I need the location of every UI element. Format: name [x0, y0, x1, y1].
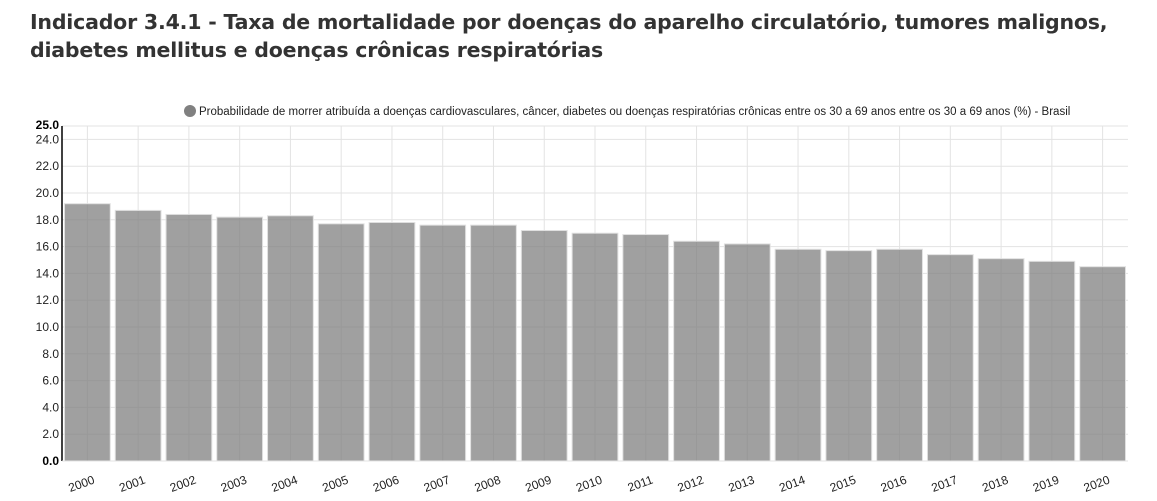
y-tick-label: 24.0	[36, 132, 60, 146]
bar-2001	[114, 209, 162, 462]
bar-2011	[622, 234, 670, 462]
legend-label: Probabilidade de morrer atribuída a doen…	[199, 106, 1070, 118]
y-tick-label: 20.0	[36, 186, 60, 200]
bar-2006	[368, 221, 416, 462]
bar-2020	[1079, 266, 1126, 462]
x-tick-label: 2006	[371, 473, 401, 495]
bar-2000	[64, 203, 111, 462]
y-tick-label: 22.0	[36, 159, 60, 173]
x-tick-label: 2019	[1031, 473, 1061, 495]
bar-2008	[470, 224, 517, 462]
legend[interactable]: Probabilidade de morrer atribuída a doen…	[184, 105, 1070, 118]
y-tick-label: 4.0	[42, 400, 59, 414]
y-tick-label: 6.0	[42, 374, 59, 388]
x-tick-label: 2003	[219, 473, 249, 495]
x-tick-label: 2004	[270, 473, 300, 495]
y-tick-label: 18.0	[36, 213, 60, 227]
bar-2014	[774, 248, 822, 462]
x-tick-label: 2000	[67, 473, 97, 495]
bar-2005	[317, 223, 365, 462]
x-tick-label: 2008	[473, 473, 503, 495]
title-line-2: diabetes mellitus e doenças crônicas res…	[30, 38, 604, 62]
bar-2018	[977, 258, 1025, 462]
bar-2002	[165, 213, 213, 462]
x-tick-label: 2018	[980, 473, 1010, 495]
x-tick-label: 2010	[574, 473, 604, 495]
x-tick-label: 2017	[929, 473, 959, 495]
x-tick-label: 2016	[879, 473, 909, 495]
x-tick-label: 2015	[828, 473, 858, 495]
x-tick-label: 2014	[777, 473, 807, 495]
x-tick-label: 2009	[523, 473, 553, 495]
y-tick-label: 0.0	[42, 454, 59, 468]
bar-2016	[876, 248, 923, 462]
legend-marker	[184, 105, 196, 117]
y-tick-label: 2.0	[42, 427, 59, 441]
bar-2009	[520, 230, 568, 462]
bar-2019	[1028, 260, 1076, 462]
bars	[64, 203, 1126, 462]
y-tick-label: 8.0	[42, 347, 59, 361]
x-tick-label: 2012	[676, 473, 706, 495]
x-tick-label: 2013	[726, 473, 756, 495]
bar-2015	[825, 250, 873, 462]
bar-2004	[267, 215, 314, 462]
x-tick-label: 2005	[320, 473, 350, 495]
x-tick-label: 2002	[168, 473, 198, 495]
x-tick-label: 2007	[422, 473, 452, 495]
chart-title: Indicador 3.4.1 - Taxa de mortalidade po…	[30, 8, 1108, 64]
y-tick-label: 10.0	[36, 320, 60, 334]
bar-2007	[419, 224, 467, 462]
x-tick-label: 2020	[1082, 473, 1112, 495]
bar-2017	[926, 254, 974, 462]
bar-2013	[723, 243, 771, 462]
x-tick-label: 2001	[117, 473, 147, 495]
y-tick-label: 14.0	[36, 266, 60, 280]
x-tick-label: 2011	[626, 473, 655, 495]
y-tick-label: 12.0	[36, 293, 60, 307]
y-tick-label: 16.0	[36, 240, 60, 254]
title-line-1: Indicador 3.4.1 - Taxa de mortalidade po…	[30, 10, 1108, 34]
bar-2003	[216, 216, 264, 462]
bar-2012	[673, 240, 720, 462]
bar-2010	[571, 232, 619, 462]
y-tick-label: 25.0	[36, 118, 60, 132]
